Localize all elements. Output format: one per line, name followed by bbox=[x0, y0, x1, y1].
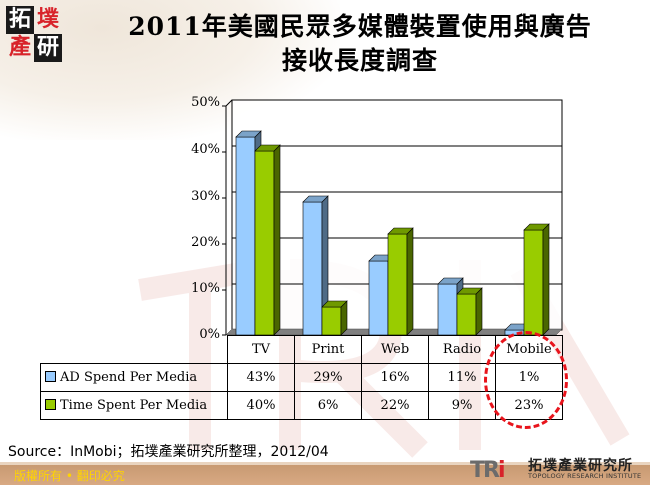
logo-char: 墣 bbox=[36, 7, 59, 32]
mobile-highlight-circle bbox=[484, 331, 568, 429]
title-line-2: 接收長度調查 bbox=[281, 46, 438, 75]
title-line-1: 2011年美國民眾多媒體裝置使用與廣告 bbox=[128, 12, 592, 41]
brand-name-en: TOPOLOGY RESEARCH INSTITUTE bbox=[528, 472, 642, 480]
series-name: AD Spend Per Media bbox=[60, 370, 198, 385]
data-cell: 16% bbox=[361, 363, 429, 392]
y-tick-label: 30% bbox=[191, 189, 220, 204]
logo-char: 研 bbox=[34, 34, 62, 62]
legend-swatch-green-icon bbox=[45, 399, 56, 410]
series-time-spent bbox=[254, 144, 550, 336]
table-corner bbox=[40, 335, 228, 364]
category-label: Web bbox=[361, 335, 429, 364]
legend-swatch-blue-icon bbox=[45, 371, 56, 382]
footer-bar: 版權所有 • 翻印必究 bbox=[0, 465, 650, 485]
data-cell: 43% bbox=[227, 363, 295, 392]
legend-entry: AD Spend Per Media bbox=[40, 363, 228, 392]
source-note: Source：InMobi；拓墣產業研究所整理，2012/04 bbox=[8, 444, 329, 460]
category-label: TV bbox=[227, 335, 295, 364]
brand-name-cn: 拓墣產業研究所 bbox=[528, 458, 633, 474]
data-cell: 40% bbox=[227, 391, 295, 420]
data-cell: 22% bbox=[361, 391, 429, 420]
category-label: Radio bbox=[428, 335, 496, 364]
data-cell: 6% bbox=[294, 391, 362, 420]
logo-char: 產 bbox=[8, 35, 31, 60]
page-title: 2011年美國民眾多媒體裝置使用與廣告 接收長度調查 bbox=[70, 10, 650, 78]
logo-char: 拓 bbox=[6, 6, 34, 34]
y-tick-label: 10% bbox=[191, 281, 220, 296]
footer-divider bbox=[0, 462, 650, 465]
tri-logo-icon: TRi bbox=[470, 458, 505, 483]
y-tick-label: 40% bbox=[191, 142, 220, 157]
y-tick-label: 20% bbox=[191, 235, 220, 250]
data-cell: 29% bbox=[294, 363, 362, 392]
legend-entry: Time Spent Per Media bbox=[40, 391, 228, 420]
brand-logo: 拓 墣 產 研 bbox=[6, 6, 62, 62]
y-tick-label: 50% bbox=[191, 95, 220, 110]
tri-brand: TRi 拓墣產業研究所 TOPOLOGY RESEARCH INSTITUTE bbox=[470, 456, 650, 485]
table-header-row: TV Print Web Radio Mobile bbox=[40, 335, 563, 364]
table-row: Time Spent Per Media 40% 6% 22% 9% 23% bbox=[40, 391, 563, 420]
series-name: Time Spent Per Media bbox=[60, 398, 208, 413]
category-label: Print bbox=[294, 335, 362, 364]
copyright-text: 版權所有 • 翻印必究 bbox=[14, 469, 125, 483]
data-cell: 9% bbox=[428, 391, 496, 420]
